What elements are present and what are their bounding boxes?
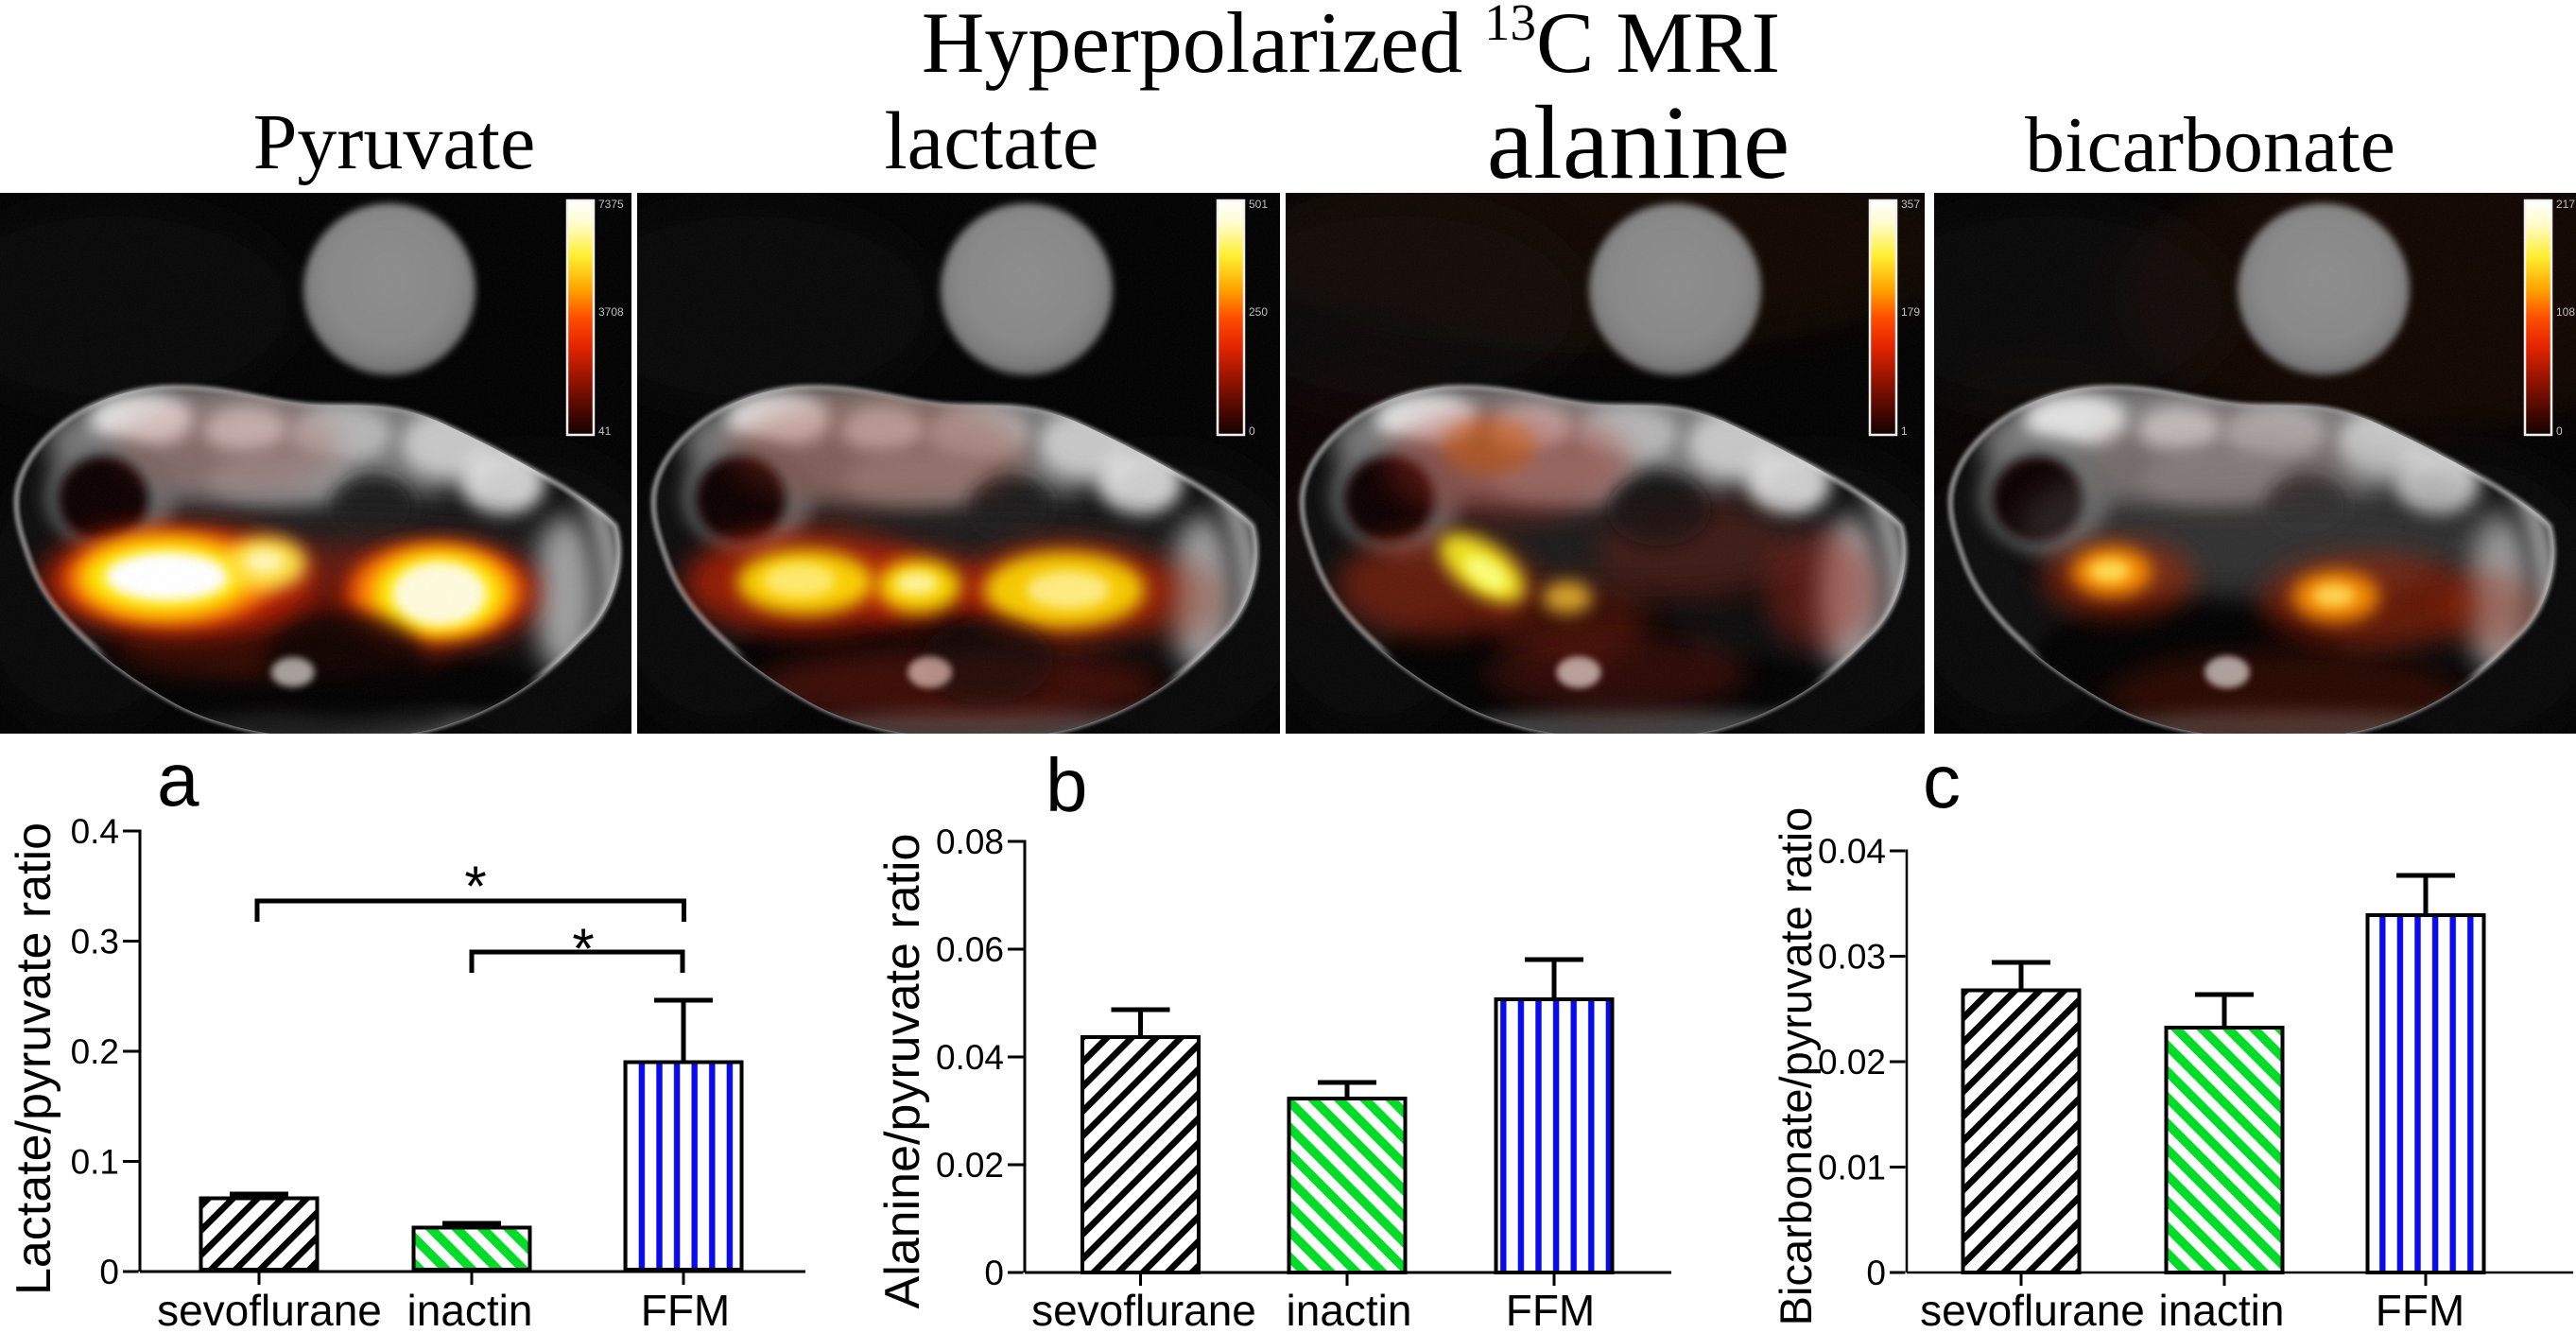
svg-text:sevoflurane: sevoflurane — [157, 1286, 382, 1333]
svg-text:3708: 3708 — [598, 305, 624, 319]
svg-text:0.3: 0.3 — [71, 923, 119, 961]
svg-text:FFM: FFM — [1506, 1286, 1596, 1333]
svg-text:357: 357 — [1901, 198, 1920, 211]
svg-text:0.08: 0.08 — [936, 822, 1004, 861]
svg-text:0.1: 0.1 — [71, 1143, 119, 1182]
svg-text:0: 0 — [1866, 1254, 1886, 1292]
svg-text:Lactate/pyruvate ratio: Lactate/pyruvate ratio — [7, 822, 61, 1295]
svg-text:FFM: FFM — [2376, 1286, 2465, 1333]
svg-text:bicarbonate: bicarbonate — [2025, 101, 2395, 189]
svg-text:1: 1 — [1901, 424, 1908, 438]
svg-text:501: 501 — [1249, 198, 1268, 211]
svg-text:inactin: inactin — [1287, 1286, 1412, 1333]
svg-text:alanine: alanine — [1487, 85, 1789, 201]
svg-text:0.4: 0.4 — [71, 812, 119, 851]
svg-text:0.04: 0.04 — [1818, 832, 1886, 871]
svg-text:a: a — [157, 737, 199, 822]
svg-text:Alanine/pyruvate ratio: Alanine/pyruvate ratio — [875, 834, 930, 1309]
svg-text:0.2: 0.2 — [71, 1032, 119, 1071]
svg-text:c: c — [1923, 739, 1961, 823]
svg-text:0.02: 0.02 — [936, 1146, 1004, 1185]
svg-text:7375: 7375 — [598, 198, 624, 211]
svg-text:217: 217 — [2556, 198, 2575, 211]
svg-text:Hyperpolarized 13C MRI: Hyperpolarized 13C MRI — [922, 0, 1780, 91]
svg-text:179: 179 — [1901, 305, 1920, 319]
svg-text:*: * — [572, 917, 594, 980]
svg-text:0.04: 0.04 — [936, 1038, 1004, 1077]
svg-text:inactin: inactin — [2159, 1286, 2285, 1333]
svg-text:0.01: 0.01 — [1818, 1149, 1886, 1187]
svg-text:FFM: FFM — [641, 1286, 731, 1333]
svg-text:0: 0 — [99, 1253, 119, 1291]
svg-text:0.06: 0.06 — [936, 930, 1004, 969]
svg-text:0: 0 — [1249, 424, 1255, 438]
svg-text:250: 250 — [1249, 305, 1268, 319]
svg-text:0.02: 0.02 — [1818, 1043, 1886, 1082]
svg-text:41: 41 — [598, 424, 612, 438]
svg-text:Pyruvate: Pyruvate — [253, 98, 536, 186]
svg-text:Bicarbonate/pyruvate ratio: Bicarbonate/pyruvate ratio — [1771, 807, 1821, 1326]
svg-text:inactin: inactin — [407, 1286, 533, 1333]
svg-text:sevoflurane: sevoflurane — [1920, 1286, 2145, 1333]
svg-text:lactate: lactate — [885, 95, 1099, 186]
svg-text:0: 0 — [984, 1254, 1004, 1292]
svg-text:0: 0 — [2556, 424, 2563, 438]
svg-text:108: 108 — [2556, 305, 2575, 319]
svg-text:0.03: 0.03 — [1818, 938, 1886, 977]
svg-text:*: * — [464, 855, 486, 918]
svg-text:b: b — [1046, 743, 1088, 827]
svg-text:sevoflurane: sevoflurane — [1031, 1286, 1256, 1333]
